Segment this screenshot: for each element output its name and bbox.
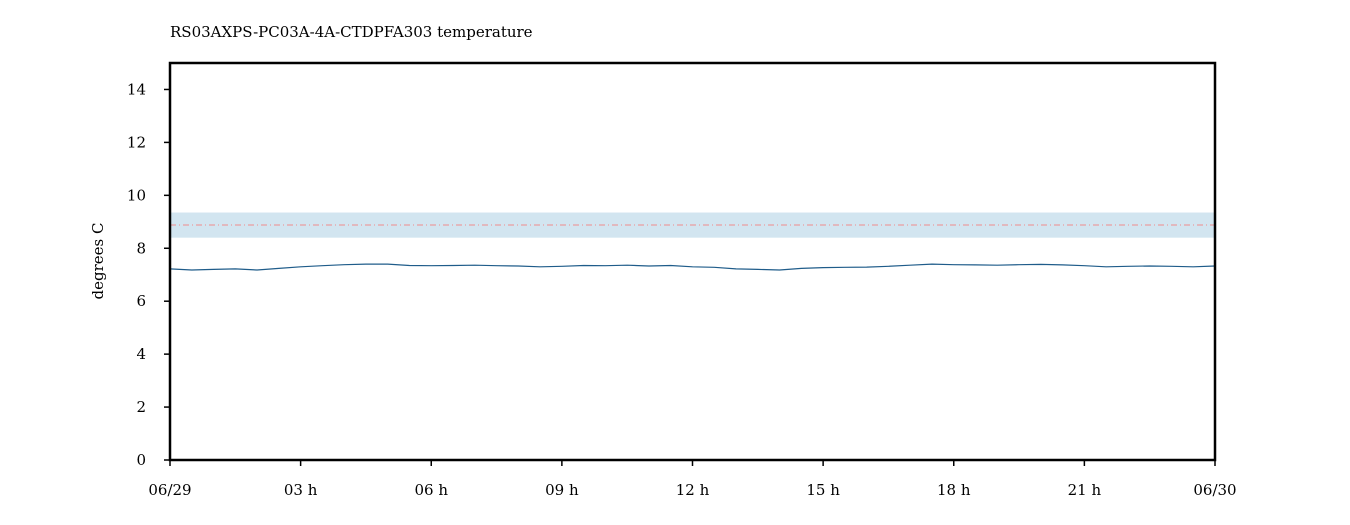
y-tick-label: 4	[136, 345, 146, 363]
x-tick-label: 03 h	[284, 481, 318, 499]
x-tick-label: 06/30	[1193, 481, 1236, 499]
series-line-0	[169, 263, 1216, 271]
x-tick-label: 12 h	[676, 481, 710, 499]
y-tick-label: 12	[127, 133, 146, 151]
chart-title: RS03AXPS-PC03A-4A-CTDPFA303 temperature	[170, 23, 533, 41]
y-tick-label: 6	[136, 292, 146, 310]
plot-frame	[168, 61, 1217, 462]
y-tick-label: 14	[127, 80, 146, 98]
y-tick-label: 0	[136, 451, 146, 469]
x-tick-label: 21 h	[1068, 481, 1102, 499]
x-tick-label: 06 h	[414, 481, 448, 499]
y-tick-label: 10	[127, 186, 146, 204]
y-axis-label: degrees C	[89, 223, 107, 300]
x-tick-label: 06/29	[148, 481, 191, 499]
x-tick-label: 09 h	[545, 481, 579, 499]
x-tick-label: 18 h	[937, 481, 971, 499]
y-tick-label: 2	[136, 398, 146, 416]
x-tick-label: 15 h	[806, 481, 840, 499]
plot-area	[169, 212, 1216, 271]
axes: 06/29 03 h 06 h 09 h 12 h 15 h 18 h 21 h 06/30 0 2…	[127, 61, 1237, 499]
y-tick-label: 8	[136, 239, 146, 257]
